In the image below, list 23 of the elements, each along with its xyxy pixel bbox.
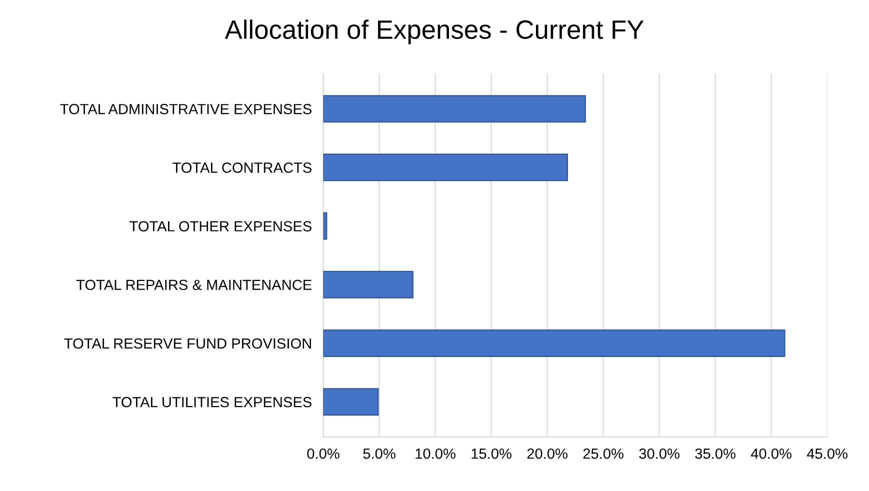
x-tick-label: 10.0% bbox=[416, 448, 456, 459]
chart-title: Allocation of Expenses - Current FY bbox=[224, 20, 644, 44]
x-tick-label: 20.0% bbox=[527, 448, 568, 459]
x-tick-label: 0.0% bbox=[307, 448, 340, 459]
bar bbox=[323, 388, 379, 416]
bar bbox=[323, 95, 586, 123]
y-tick-label: TOTAL UTILITIES EXPENSES bbox=[112, 396, 312, 408]
bar bbox=[323, 154, 568, 182]
bar bbox=[323, 270, 414, 298]
x-tick-label: 30.0% bbox=[639, 448, 680, 459]
x-tick-label: 35.0% bbox=[695, 448, 736, 459]
bar bbox=[323, 329, 786, 357]
y-tick-label: TOTAL REPAIRS & MAINTENANCE bbox=[76, 280, 312, 290]
x-tick-label: 40.0% bbox=[750, 448, 792, 459]
x-tick-label: 25.0% bbox=[583, 448, 624, 459]
y-tick-label: TOTAL RESERVE FUND PROVISION bbox=[64, 338, 311, 349]
y-tick-label: TOTAL OTHER EXPENSES bbox=[130, 221, 312, 232]
x-tick-label: 45.0% bbox=[806, 448, 848, 459]
x-tick-label: 5.0% bbox=[363, 448, 396, 459]
bar bbox=[323, 212, 328, 240]
y-tick-label: TOTAL ADMINISTRATIVE EXPENSES bbox=[60, 104, 312, 114]
x-tick-label: 15.0% bbox=[472, 448, 512, 459]
y-tick-label: TOTAL CONTRACTS bbox=[172, 162, 312, 173]
